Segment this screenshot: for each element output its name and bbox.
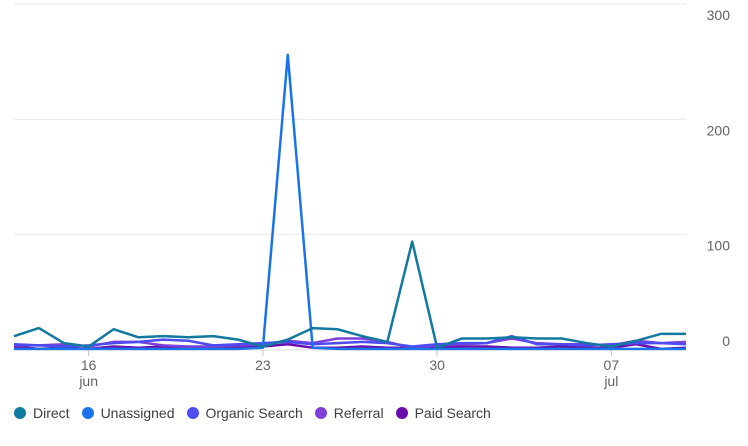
- y-tick-label: 100: [707, 238, 731, 254]
- legend-label: Paid Search: [414, 405, 491, 421]
- y-tick-label: 0: [722, 333, 730, 349]
- series-line-unassigned: [14, 53, 686, 351]
- x-tick-label-day: 07: [604, 357, 620, 373]
- legend-item-unassigned[interactable]: Unassigned: [81, 405, 175, 421]
- legend-swatch-icon: [395, 407, 408, 419]
- legend-item-direct[interactable]: Direct: [14, 405, 70, 421]
- x-tick-label-day: 30: [429, 357, 445, 373]
- y-tick-label: 300: [707, 7, 731, 23]
- x-tick-label-month: jul: [603, 373, 618, 389]
- legend-label: Direct: [33, 405, 70, 421]
- legend-swatch-icon: [186, 407, 199, 419]
- series-lines: [13, 53, 687, 351]
- legend-swatch-icon: [314, 407, 327, 419]
- series-line-direct: [13, 240, 686, 349]
- x-tick-label-day: 23: [255, 357, 271, 373]
- x-tick-label-month: jun: [78, 373, 98, 389]
- legend-item-referral[interactable]: Referral: [314, 405, 384, 421]
- legend-swatch-icon: [14, 407, 26, 419]
- gridlines: [14, 3, 686, 351]
- series-line-paid-search: [13, 342, 687, 351]
- x-tick-label-day: 16: [81, 357, 97, 373]
- legend-label: Referral: [333, 405, 384, 421]
- legend-label: Organic Search: [205, 405, 303, 421]
- y-tick-label: 200: [707, 122, 731, 138]
- legend: Direct Unassigned Organic Search Referral Pa…: [14, 402, 503, 424]
- legend-swatch-icon: [81, 407, 94, 419]
- legend-label: Unassigned: [100, 405, 175, 421]
- legend-item-paid-search[interactable]: Paid Search: [395, 405, 491, 421]
- series-line-organic-search: [13, 334, 687, 348]
- legend-item-organic-search[interactable]: Organic Search: [186, 405, 303, 421]
